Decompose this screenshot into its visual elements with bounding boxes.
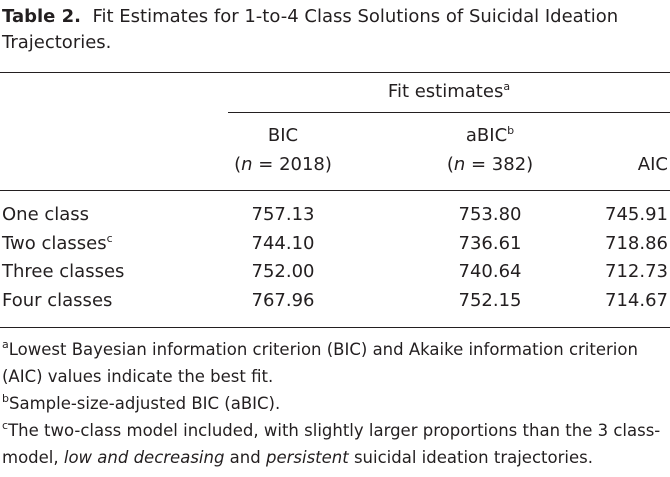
column-header: BIC bbox=[213, 124, 353, 148]
table-cell: 752.00 bbox=[251, 261, 315, 282]
paren: ( bbox=[234, 154, 242, 175]
table-title: Table 2. Fit Estimates for 1-to-4 Class … bbox=[2, 4, 664, 56]
row-label: One class bbox=[2, 203, 89, 227]
table-cell: 740.64 bbox=[458, 261, 522, 282]
column-header: AIC bbox=[638, 153, 668, 177]
group-header: Fit estimatesa bbox=[228, 80, 670, 104]
bottom-rule bbox=[0, 327, 670, 328]
footnote-text: suicidal ideation trajectories. bbox=[348, 448, 593, 467]
n-value: = 382) bbox=[465, 154, 534, 175]
footnote-text: low and decreasing bbox=[63, 448, 225, 467]
title-text: Fit Estimates for 1-to-4 Class Solutions… bbox=[2, 6, 619, 53]
note-mark: b bbox=[507, 124, 515, 137]
column-header: aBICb bbox=[420, 124, 560, 148]
group-rule bbox=[228, 112, 670, 113]
column-name: BIC bbox=[267, 125, 299, 146]
table-cell: 745.91 bbox=[605, 204, 668, 225]
table-cell: 757.13 bbox=[251, 204, 315, 225]
table-label: Table 2. bbox=[2, 6, 81, 27]
column-subheader: (n = 382) bbox=[420, 153, 560, 177]
footnote-text: Sample-size-adjusted BIC (aBIC). bbox=[8, 394, 281, 413]
footnote-text: and bbox=[224, 448, 266, 467]
row-label-text: One class bbox=[2, 204, 90, 225]
footnote: bSample-size-adjusted BIC (aBIC). bbox=[2, 390, 670, 417]
row-label: Four classes bbox=[2, 289, 112, 313]
note-mark: c bbox=[106, 231, 113, 245]
table-cell: 718.86 bbox=[605, 232, 668, 254]
footnote: aLowest Bayesian information criterion (… bbox=[2, 336, 670, 390]
table-cell: 744.10 bbox=[251, 232, 315, 254]
footnote-text: The two-class model included, with sligh… bbox=[2, 421, 661, 467]
table-cell: 752.15 bbox=[458, 289, 522, 311]
note-mark: b bbox=[2, 392, 9, 405]
note-mark: a bbox=[2, 338, 9, 351]
note-mark: a bbox=[503, 80, 511, 93]
paren: ( bbox=[446, 154, 454, 175]
column-name: aBIC bbox=[465, 125, 508, 146]
row-label-text: Four classes bbox=[2, 289, 113, 311]
column-subheader: (n = 2018) bbox=[213, 153, 353, 177]
table-cell: 736.61 bbox=[458, 232, 522, 254]
table-cell: 753.80 bbox=[458, 204, 522, 225]
column-name: AIC bbox=[637, 154, 668, 175]
table-cell: 712.73 bbox=[605, 261, 668, 282]
footnote-text: persistent bbox=[265, 448, 349, 467]
row-label: Three classes bbox=[2, 260, 124, 284]
row-label-text: Two classes bbox=[2, 232, 107, 254]
group-header-text: Fit estimates bbox=[387, 81, 504, 102]
footnote-text: Lowest Bayesian information criterion (B… bbox=[2, 340, 638, 386]
n-symbol: n bbox=[453, 154, 466, 175]
n-value: = 2018) bbox=[252, 154, 332, 175]
table-cell: 714.67 bbox=[605, 289, 668, 311]
row-label-text: Three classes bbox=[2, 261, 125, 282]
header-rule bbox=[0, 190, 670, 191]
footnotes: aLowest Bayesian information criterion (… bbox=[2, 336, 670, 471]
note-mark: c bbox=[2, 419, 9, 432]
row-label: Two classesc bbox=[2, 232, 113, 256]
footnote: cThe two-class model included, with slig… bbox=[2, 417, 670, 471]
n-symbol: n bbox=[241, 154, 253, 175]
top-rule bbox=[0, 72, 670, 73]
table-cell: 767.96 bbox=[251, 289, 315, 311]
